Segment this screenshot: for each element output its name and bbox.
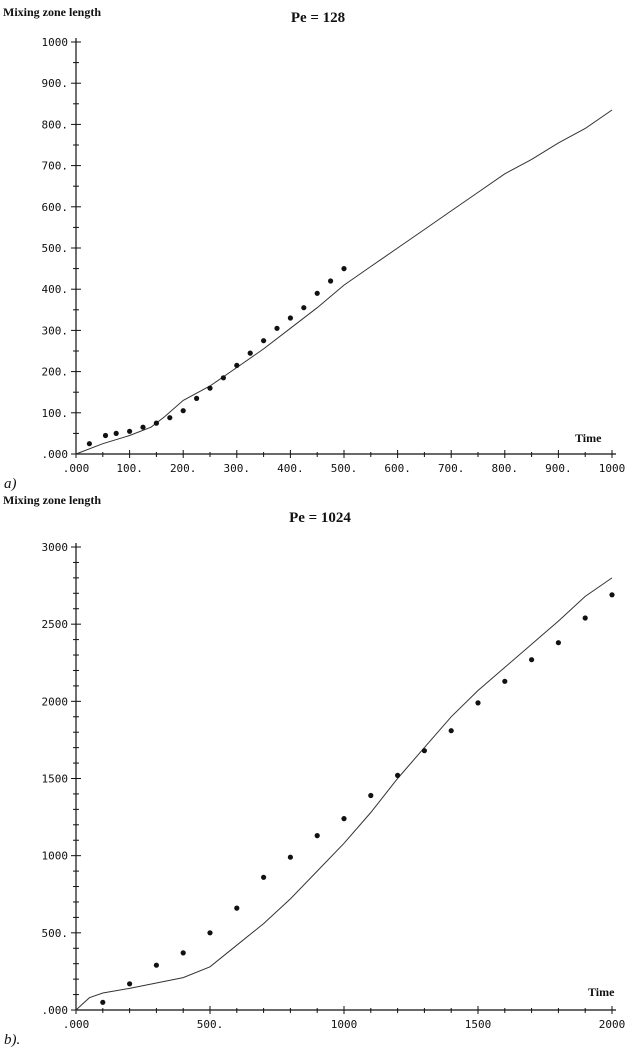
chart-b-data-point [287,854,293,860]
chart-a-data-point [301,305,307,311]
chart-b-y-tick-label: 3000 [42,541,69,554]
chart-b-data-point [314,833,320,839]
chart-a-y-tick-label: 800. [42,118,69,131]
chart-b-y-tick-label: 1500 [42,773,69,786]
chart-a-x-tick-label: 400. [277,462,304,475]
chart-b-data-point [180,950,186,956]
chart-b-data-point [582,615,588,621]
chart-a-data-point [167,415,173,421]
chart-a-data-point [86,441,92,447]
chart-b-data-point [207,930,213,936]
chart-b-x-tick-label: .000 [63,1018,90,1031]
chart-b-data-point [395,772,401,779]
chart-a-data-point [127,428,133,434]
chart-a-x-tick-label: 100. [116,462,143,475]
chart-a-y-tick-label: .000 [42,448,69,461]
chart-b-y-tick-label: 1000 [42,850,69,863]
chart-a-data-point [328,278,334,284]
chart-a-y-tick-label: 700. [42,160,69,173]
chart-a-y-tick-label: 900. [42,77,69,90]
chart-a-y-tick-label: 300. [42,324,69,337]
chart-a-title: Pe = 128 [291,10,345,26]
chart-b-x-tick-label: 500. [197,1018,224,1031]
chart-b-panel-label: b). [4,1032,20,1048]
chart-a-x-tick-label: 1000 [599,462,626,475]
chart-a-y-tick-label: 400. [42,283,69,296]
chart-b-data-point [421,748,427,754]
chart-a-data-point [274,325,280,331]
chart-a-y-axis-label: Mixing zone length [3,5,101,19]
chart-b-data-point [502,678,508,684]
chart-a-data-point [234,362,240,368]
chart-b-y-tick-label: 2500 [42,618,69,631]
chart-a-x-tick-label: 900. [545,462,572,475]
chart-b-x-tick-label: 1500 [465,1018,492,1031]
chart-a-data-point [314,290,320,296]
chart-b-data-point [261,874,267,880]
chart-b-y-tick-label: 500. [42,927,69,940]
chart-a-data-point [207,385,213,391]
chart-panel-a: Mixing zone length Pe = 128 Time a) .000… [3,5,625,492]
chart-b-simulation-curve [75,577,613,1011]
chart-b-data-point [368,792,374,799]
chart-a-simulation-curve [75,109,613,455]
chart-panel-b: Mixing zone length Pe = 1024 Time b). .0… [3,493,625,1048]
chart-a-x-tick-label: 300. [224,462,251,475]
chart-b-y-tick-label: 2000 [42,695,69,708]
chart-a-x-axis-label: Time [575,431,602,445]
chart-b-data-point [153,962,159,968]
chart-a-data-point [153,420,159,426]
chart-a-data-point [113,430,119,436]
chart-a-x-tick-label: 700. [438,462,465,475]
chart-b-data-point [341,816,347,822]
chart-a-x-tick-label: .000 [63,462,90,475]
chart-b-data-point [475,700,481,706]
chart-a-y-tick-label: 500. [42,242,69,255]
chart-a-x-tick-label: 500. [331,462,358,475]
chart-a-data-point [102,432,109,439]
chart-b-data-point [127,981,133,987]
chart-b-y-tick-label: .000 [42,1004,69,1017]
chart-a-panel-label: a) [4,476,17,492]
chart-a-data-point [140,424,146,430]
chart-b-data-point [555,640,562,646]
chart-a-data-point [180,408,186,414]
chart-b-x-tick-label: 1000 [331,1018,358,1031]
chart-a-y-tick-label: 200. [42,366,69,379]
chart-a-y-tick-label: 600. [42,201,69,214]
chart-b-data-point [100,999,106,1005]
chart-b-data-point [529,657,535,663]
chart-b-data-point [234,905,240,911]
chart-b-x-axis-label: Time [588,985,615,999]
chart-a-x-tick-label: 800. [492,462,519,475]
chart-a-y-tick-label: 100. [42,407,69,420]
chart-b-x-tick-label: 2000 [599,1018,626,1031]
chart-a-x-tick-label: 600. [384,462,411,475]
chart-a-data-point [261,338,267,344]
chart-a-data-point [220,375,226,381]
chart-b-y-axis-label: Mixing zone length [3,493,101,507]
chart-b-data-point [448,728,454,734]
chart-a-x-tick-label: 200. [170,462,197,475]
chart-a-data-point [247,350,253,356]
chart-b-data-point [609,592,615,598]
chart-a-y-tick-label: 1000 [42,36,69,49]
chart-b-title: Pe = 1024 [289,510,351,526]
chart-a-data-point [287,315,293,321]
chart-a-data-point [194,395,200,401]
chart-a-data-point [341,266,347,272]
